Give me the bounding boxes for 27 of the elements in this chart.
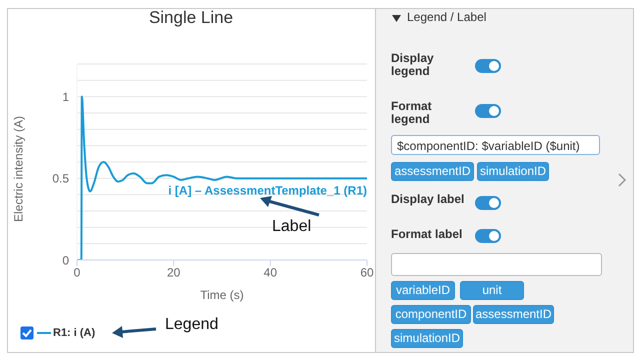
text-field: $componentID: $variableID ($unit): [391, 135, 600, 155]
x-tick-label: 40: [264, 266, 278, 280]
text: simulationID: [391, 329, 463, 348]
text: simulationID: [477, 162, 549, 181]
annotation: Label: [272, 218, 312, 236]
text: variableID: [391, 281, 455, 300]
text: assessmentID: [473, 305, 554, 324]
x-axis-title: Time (s): [200, 288, 244, 302]
y-tick-label: 1: [62, 90, 70, 104]
text: unit: [460, 281, 524, 300]
text: Legend / Label: [407, 10, 488, 24]
y-tick-label: 0.5: [52, 172, 70, 186]
text: assessmentID: [391, 162, 474, 181]
chart-title: Single Line: [148, 8, 234, 28]
legend-label: R1: i (A): [53, 327, 96, 339]
x-tick-label: 20: [166, 266, 181, 280]
x-tick-label: 0: [74, 266, 81, 280]
text: Legend: [165, 316, 218, 334]
annotation: i [A] – AssessmentTemplate_1 (R1): [168, 183, 367, 198]
text: Format label: [391, 227, 464, 241]
x-tick-label: 60: [360, 266, 374, 280]
y-axis-title: Electric intensity (A): [11, 116, 26, 222]
text: Format legend: [391, 99, 433, 126]
text: Display legend: [391, 51, 435, 78]
text: componentID: [391, 305, 471, 324]
y-tick-label: 0: [62, 253, 70, 268]
text: Display label: [391, 192, 466, 206]
